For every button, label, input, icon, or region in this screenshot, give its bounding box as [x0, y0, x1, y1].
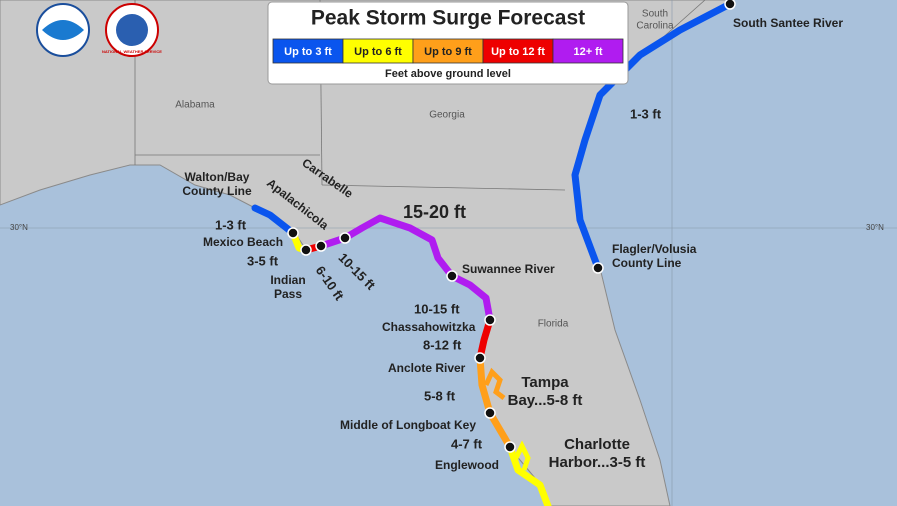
surge-label: 1-3 ft: [215, 217, 247, 232]
place-label: Pass: [274, 287, 302, 301]
breakpoint: [484, 314, 496, 326]
legend-label: Up to 6 ft: [354, 46, 402, 58]
surge-label: 15-20 ft: [403, 202, 466, 222]
legend-items: Up to 3 ft Up to 6 ft Up to 9 ft Up to 12 f…: [272, 38, 624, 64]
bay-label: Tampa: [521, 374, 569, 391]
noaa-logo: NOAA: [36, 3, 90, 57]
coast-segment: [476, 316, 494, 362]
place-label: Mexico Beach: [203, 235, 283, 249]
state-label: Alabama: [175, 100, 215, 111]
title: Peak Storm Surge Forecast: [311, 7, 585, 30]
legend-label: Up to 9 ft: [424, 46, 472, 58]
state-label: Carolina: [636, 21, 674, 32]
place-label: Walton/Bay: [185, 170, 250, 184]
breakpoint: [339, 232, 351, 244]
place-label: Chassahowitzka: [382, 320, 476, 334]
place-label: County Line: [612, 256, 682, 270]
surge-label: 3-5 ft: [247, 253, 279, 268]
logo-text: NATIONAL WEATHER SERVICE: [102, 49, 162, 54]
coast-segment: [317, 214, 494, 324]
legend-box: Peak Storm Surge Forecast Up to 3 ft Up t…: [267, 1, 629, 85]
state-label: Georgia: [429, 110, 465, 121]
surge-label: 5-8 ft: [424, 388, 456, 403]
logo-text: NOAA: [51, 13, 75, 22]
bay-label: Charlotte: [564, 436, 630, 453]
breakpoint: [504, 441, 516, 453]
breakpoint: [300, 244, 312, 256]
coast-segment: [571, 0, 734, 272]
breakpoint: [592, 262, 604, 274]
place-label: County Line: [182, 184, 252, 198]
legend-swatch: [342, 38, 414, 64]
coast-segment: [476, 354, 514, 451]
bay-label: Harbor...3-5 ft: [549, 454, 646, 471]
legend-label: Up to 12 ft: [491, 46, 545, 58]
place-label: South Santee River: [733, 16, 843, 30]
graticule-label: 30°N: [10, 223, 28, 232]
subtitle: Feet above ground level: [385, 68, 511, 80]
place-label: Middle of Longboat Key: [340, 418, 476, 432]
legend-swatch: [482, 38, 554, 64]
breakpoint: [474, 352, 486, 364]
breakpoints: [287, 0, 736, 453]
legend-label: 12+ ft: [573, 46, 602, 58]
charlotte-harbor: [512, 440, 531, 471]
legend-swatch: [552, 38, 624, 64]
surge-label: 8-12 ft: [423, 337, 462, 352]
coast-segment: [506, 443, 552, 506]
place-label: Flagler/Volusia: [612, 242, 697, 256]
breakpoint: [724, 0, 736, 10]
surge-label: 4-7 ft: [451, 436, 483, 451]
place-label: Englewood: [435, 458, 499, 472]
state-label: South: [642, 9, 668, 20]
legend-label: Up to 3 ft: [284, 46, 332, 58]
state-label: Florida: [538, 319, 569, 330]
breakpoint: [315, 240, 327, 252]
tampa-bay: [483, 367, 506, 400]
breakpoint: [446, 270, 458, 282]
legend-swatch: [412, 38, 484, 64]
surge-label: 10-15 ft: [414, 301, 460, 316]
legend-swatch: [272, 38, 344, 64]
coast-segment: [251, 204, 297, 237]
place-label: Indian: [270, 273, 305, 287]
nws-logo: NATIONAL WEATHER SERVICE: [102, 3, 162, 57]
graticule-label: 30°N: [866, 223, 884, 232]
place-label: Suwannee River: [462, 262, 555, 276]
breakpoint: [287, 227, 299, 239]
place-label: Anclote River: [388, 361, 466, 375]
breakpoint: [484, 407, 496, 419]
surge-label: 1-3 ft: [630, 106, 662, 121]
bay-label: Bay...5-8 ft: [508, 392, 583, 409]
